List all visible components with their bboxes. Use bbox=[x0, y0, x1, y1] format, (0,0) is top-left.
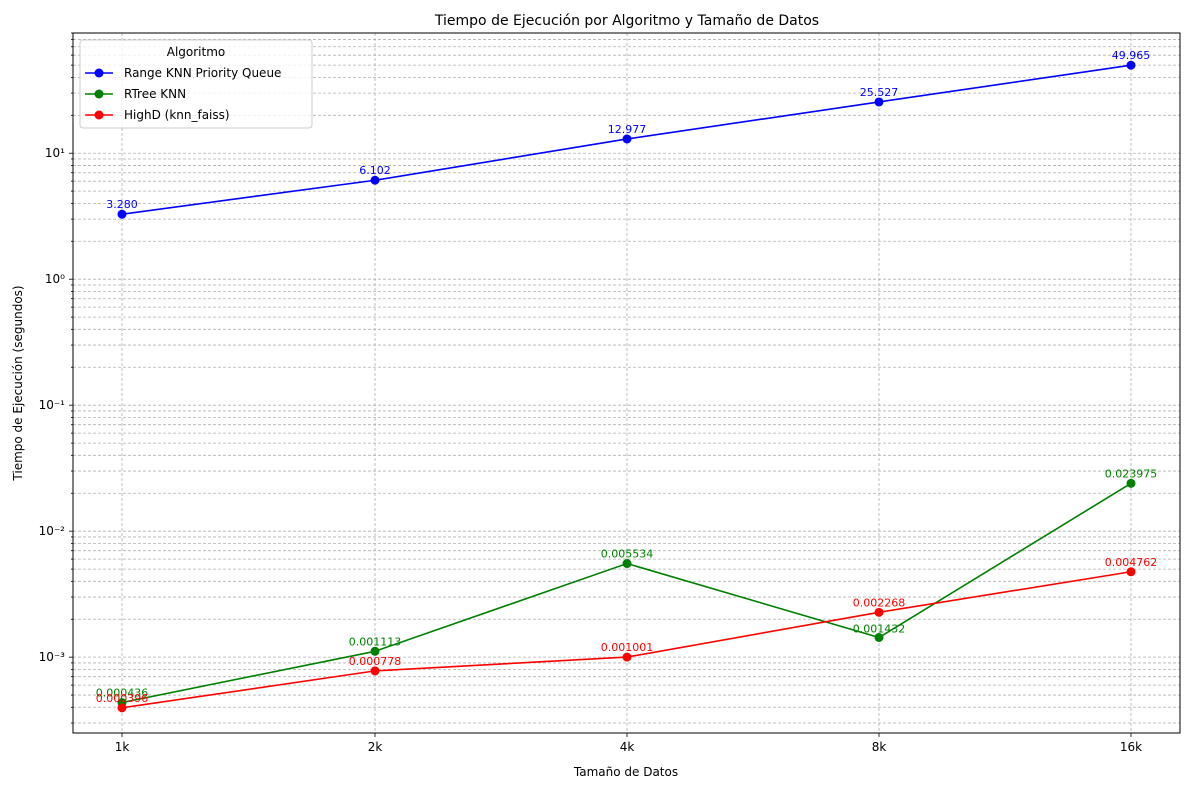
data-label: 0.005534 bbox=[601, 548, 654, 561]
data-point bbox=[1126, 567, 1136, 577]
legend-entry: Range KNN Priority Queue bbox=[85, 66, 281, 80]
data-label: 0.000778 bbox=[349, 655, 402, 668]
x-axis-label: Tamaño de Datos bbox=[573, 765, 678, 779]
data-label: 0.002268 bbox=[853, 596, 906, 609]
data-point bbox=[874, 633, 884, 643]
series-1: 3.280 6.102 12.977 25.527 49.965 bbox=[106, 49, 1150, 219]
data-label: 0.001113 bbox=[349, 635, 402, 648]
series-3: 0.000396 0.000778 0.001001 0.002268 0.004762 bbox=[96, 556, 1158, 713]
data-label: 0.023975 bbox=[1105, 467, 1158, 480]
legend-entry: HighD (knn_faiss) bbox=[85, 108, 230, 122]
data-label: 0.000436 bbox=[96, 687, 149, 700]
series-line bbox=[121, 570, 1132, 709]
data-point bbox=[1126, 60, 1136, 70]
legend-swatch-marker bbox=[94, 68, 104, 78]
series-group: 3.2806.10212.97725.52749.9650.0004360.00… bbox=[96, 49, 1158, 713]
x-tick-label: 16k bbox=[1120, 740, 1142, 754]
legend: Algoritmo Range KNN Priority Queue RTree … bbox=[79, 39, 313, 129]
y-tick-label: 10⁻³ bbox=[39, 650, 66, 664]
data-point bbox=[622, 652, 632, 662]
x-tick-label: 4k bbox=[620, 740, 635, 754]
data-point bbox=[1126, 478, 1136, 488]
y-axis-label: Tiempo de Ejecución (segundos) bbox=[11, 285, 25, 481]
x-tick-label: 1k bbox=[115, 740, 130, 754]
data-label: 6.102 bbox=[359, 164, 391, 177]
data-point bbox=[370, 666, 380, 676]
data-point bbox=[370, 646, 380, 656]
legend-swatch-marker bbox=[94, 89, 104, 99]
y-axis: 10⁻³ 10⁻² 10⁻¹ 10⁰ 10¹ bbox=[39, 32, 73, 724]
x-tick-label: 2k bbox=[368, 740, 383, 754]
data-label: 0.001432 bbox=[853, 623, 906, 636]
y-tick-label: 10⁻² bbox=[39, 524, 66, 538]
y-tick-label: 10⁰ bbox=[45, 272, 65, 286]
data-point bbox=[874, 607, 884, 617]
legend-label: HighD (knn_faiss) bbox=[124, 108, 230, 122]
data-point bbox=[370, 175, 380, 185]
y-tick-label: 10¹ bbox=[45, 146, 65, 160]
data-label: 0.004762 bbox=[1105, 556, 1158, 569]
legend-box bbox=[79, 39, 313, 129]
chart-title: Tiempo de Ejecución por Algoritmo y Tama… bbox=[434, 13, 819, 29]
data-label: 0.000396 bbox=[96, 692, 149, 705]
data-label: 49.965 bbox=[1112, 49, 1151, 62]
legend-entry: RTree KNN bbox=[85, 87, 186, 101]
legend-title: Algoritmo bbox=[167, 45, 226, 59]
data-label: 25.527 bbox=[860, 86, 899, 99]
series-2: 0.000436 0.001113 0.005534 0.001432 0.023975 bbox=[96, 467, 1158, 708]
plot-area bbox=[72, 32, 1181, 734]
legend-label: RTree KNN bbox=[124, 87, 186, 101]
data-label: 3.280 bbox=[106, 198, 138, 211]
data-label: 0.001001 bbox=[601, 641, 654, 654]
data-point bbox=[117, 209, 127, 219]
data-point bbox=[117, 703, 127, 713]
x-tick-label: 8k bbox=[872, 740, 887, 754]
legend-label: Range KNN Priority Queue bbox=[124, 66, 281, 80]
x-axis: 1k 2k 4k 8k 16k bbox=[115, 733, 1142, 754]
data-point bbox=[622, 559, 632, 569]
data-point bbox=[874, 97, 884, 107]
data-label: 12.977 bbox=[608, 123, 647, 136]
data-point bbox=[622, 134, 632, 144]
legend-swatch-marker bbox=[94, 110, 104, 120]
grid bbox=[73, 32, 1180, 733]
y-tick-label: 10⁻¹ bbox=[39, 398, 66, 412]
